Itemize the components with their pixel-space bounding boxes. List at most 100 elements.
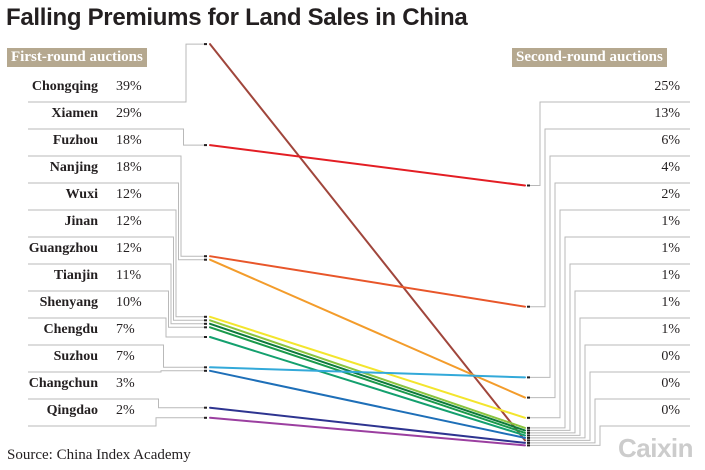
- city-label: Xiamen: [51, 106, 98, 121]
- right-endpoint-marker: [527, 416, 530, 419]
- series-line: [209, 319, 526, 429]
- second-round-value: 1%: [661, 214, 680, 229]
- left-leader-line: [28, 317, 206, 338]
- source-note: Source: China Index Academy: [7, 447, 191, 463]
- first-round-value: 12%: [116, 214, 142, 229]
- second-round-value: 6%: [661, 133, 680, 148]
- series-line: [209, 336, 526, 437]
- first-round-value: 2%: [116, 403, 135, 418]
- city-label: Fuzhou: [52, 133, 98, 148]
- right-leader-line: [529, 128, 690, 308]
- right-endpoint-marker: [527, 434, 530, 437]
- second-round-value: 25%: [654, 79, 680, 94]
- right-leader-line: [529, 209, 690, 419]
- right-endpoint-marker: [527, 444, 530, 447]
- second-round-value: 0%: [661, 376, 680, 391]
- left-endpoint-marker: [204, 369, 207, 372]
- right-leader-line: [529, 155, 690, 378]
- left-endpoint-marker: [204, 258, 207, 261]
- first-round-value: 29%: [116, 106, 142, 121]
- city-label: Shenyang: [39, 295, 98, 310]
- series-line: [209, 144, 526, 187]
- first-round-value: 39%: [116, 79, 142, 94]
- first-round-value: 12%: [116, 187, 142, 202]
- city-label: Suzhou: [53, 349, 98, 364]
- second-round-value: 4%: [661, 160, 680, 175]
- right-leader-line: [529, 182, 690, 399]
- city-label: Tianjin: [53, 268, 98, 283]
- city-label: Qingdao: [46, 403, 98, 418]
- right-endpoint-marker: [527, 376, 530, 379]
- first-round-value: 12%: [116, 241, 142, 256]
- second-round-value: 1%: [661, 241, 680, 256]
- second-round-value: 2%: [661, 187, 680, 202]
- second-round-value: 1%: [661, 268, 680, 283]
- right-column-header: Second-round auctions: [512, 48, 667, 67]
- series-line: [209, 416, 526, 447]
- right-endpoint-marker: [527, 305, 530, 308]
- series-line: [209, 406, 526, 444]
- second-round-value: 1%: [661, 322, 680, 337]
- first-round-value: 18%: [116, 133, 142, 148]
- right-leader-line: [529, 236, 690, 429]
- left-endpoint-marker: [204, 336, 207, 338]
- right-leader-line: [529, 398, 690, 444]
- left-column-header: First-round auctions: [7, 48, 147, 67]
- city-label: Chongqing: [31, 79, 98, 94]
- first-round-value: 10%: [116, 295, 142, 310]
- left-endpoint-marker: [204, 319, 207, 322]
- left-leader-line: [28, 128, 206, 146]
- right-leader-line: [529, 317, 690, 436]
- series-line: [209, 255, 526, 308]
- second-round-value: 13%: [654, 106, 680, 121]
- left-endpoint-marker: [204, 416, 207, 419]
- left-endpoint-marker: [204, 366, 207, 369]
- left-endpoint-marker: [204, 43, 207, 46]
- series-line: [209, 322, 526, 432]
- left-endpoint-marker: [204, 144, 207, 147]
- series-line: [209, 366, 526, 379]
- right-endpoint-marker: [527, 426, 530, 429]
- right-endpoint-marker: [527, 441, 530, 444]
- left-endpoint-marker: [204, 255, 207, 258]
- right-endpoint-marker: [527, 436, 530, 439]
- left-leader-line: [28, 43, 206, 103]
- right-leader-line: [529, 290, 690, 434]
- right-leader-line: [529, 371, 690, 441]
- second-round-value: 0%: [661, 403, 680, 418]
- first-round-value: 11%: [116, 268, 142, 283]
- caixin-logo: Caixin: [618, 433, 694, 463]
- left-leader-line: [28, 417, 206, 427]
- right-endpoint-marker: [527, 429, 530, 432]
- left-endpoint-marker: [204, 322, 207, 325]
- right-endpoint-marker: [527, 184, 530, 187]
- city-label: Nanjing: [49, 160, 98, 175]
- first-round-value: 7%: [116, 322, 135, 337]
- city-label: Jinan: [64, 214, 98, 229]
- left-endpoint-marker: [204, 315, 207, 318]
- left-endpoint-marker: [204, 326, 207, 329]
- right-endpoint-marker: [527, 431, 530, 434]
- series-line: [209, 369, 526, 439]
- chart-title: Falling Premiums for Land Sales in China: [6, 4, 468, 31]
- right-endpoint-marker: [527, 439, 530, 442]
- left-leader-line: [28, 182, 206, 261]
- city-label: Changchun: [28, 376, 98, 391]
- second-round-value: 1%: [661, 295, 680, 310]
- series-line: [209, 315, 526, 419]
- left-leader-line: [28, 370, 206, 373]
- left-endpoint-marker: [204, 406, 207, 409]
- left-leader-line: [28, 344, 206, 368]
- city-label: Wuxi: [65, 187, 98, 202]
- city-label: Chengdu: [43, 322, 98, 337]
- first-round-value: 7%: [116, 349, 135, 364]
- left-leader-line: [28, 398, 206, 409]
- right-endpoint-marker: [527, 396, 530, 399]
- left-leader-line: [28, 290, 206, 328]
- right-leader-line: [529, 425, 690, 446]
- right-leader-line: [529, 263, 690, 431]
- city-label: Guangzhou: [28, 241, 98, 256]
- left-leader-line: [28, 263, 206, 325]
